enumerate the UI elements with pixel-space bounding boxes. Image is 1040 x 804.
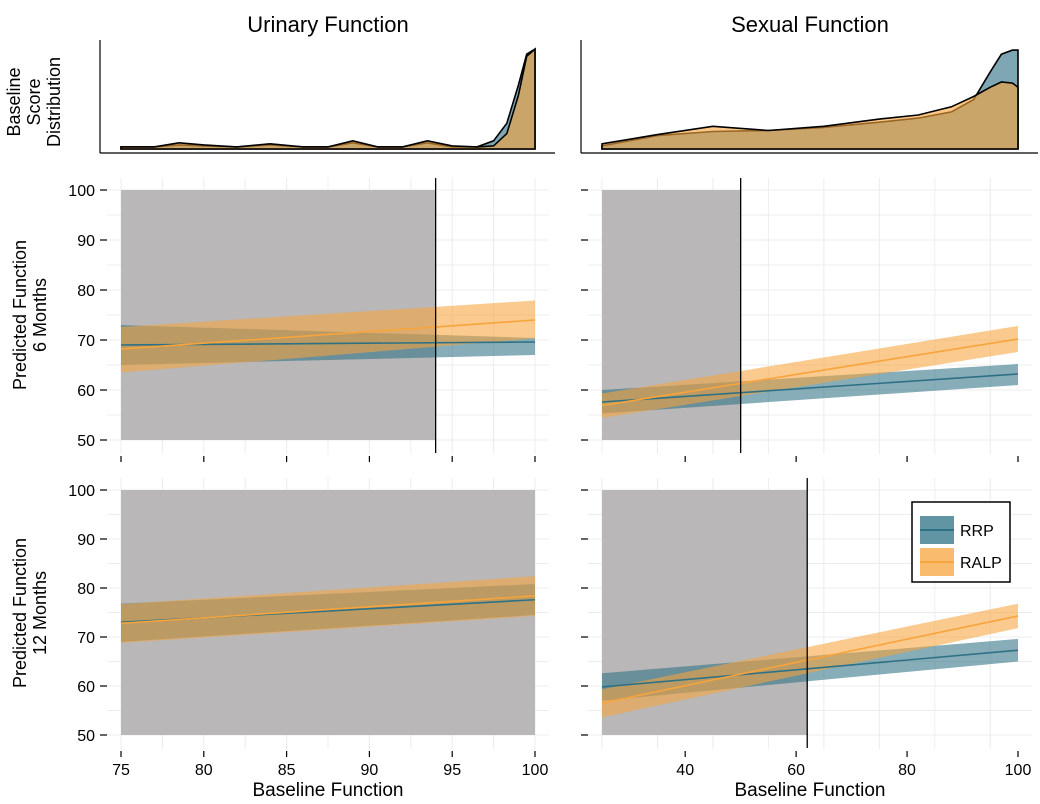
x-tick-label: 80 bbox=[195, 762, 213, 779]
axis-ticks: 40 60 80 100 bbox=[581, 489, 1032, 779]
x-tick-label: 95 bbox=[443, 762, 461, 779]
distribution-panel-urinary bbox=[99, 40, 555, 154]
series-line-rrp bbox=[601, 373, 1019, 403]
x-axis-label-urinary: Baseline Function bbox=[252, 780, 403, 801]
confidence-band-ralp bbox=[121, 300, 535, 373]
x-tick-label: 100 bbox=[522, 762, 549, 779]
prediction-panel-urinary-12m: 50 60 70 80 90 100 75 80 85 90 95 100 bbox=[68, 478, 549, 779]
density-area-ralp bbox=[601, 81, 1019, 150]
x-axis-label-sexual: Baseline Function bbox=[734, 780, 885, 801]
series-line-ralp bbox=[120, 595, 536, 625]
x-tick-label: 40 bbox=[676, 762, 694, 779]
prediction-panel-sexual-6m bbox=[581, 178, 1032, 462]
y-tick-label: 50 bbox=[77, 433, 95, 450]
density-area-rrp bbox=[120, 47, 536, 150]
col-title-urinary: Urinary Function bbox=[247, 12, 408, 37]
row-label-distribution-line1: Baseline bbox=[4, 67, 24, 136]
y-tick-label: 80 bbox=[77, 581, 95, 598]
y-tick-label: 60 bbox=[77, 383, 95, 400]
prediction-panel-urinary-6m: 50 60 70 80 90 100 bbox=[68, 178, 549, 462]
y-tick-label: 90 bbox=[77, 532, 95, 549]
density-area-ralp bbox=[120, 47, 536, 150]
row-label-12-months-line1: Predicted Function bbox=[10, 538, 30, 688]
col-title-sexual: Sexual Function bbox=[731, 12, 889, 37]
x-tick-label: 90 bbox=[361, 762, 379, 779]
row-label-distribution-line2: Score bbox=[24, 78, 44, 125]
row-label-6-months-line2: 6 Months bbox=[30, 278, 50, 352]
row-label-distribution: Baseline Score Distribution bbox=[4, 57, 64, 147]
row-label-12-months-line2: 12 Months bbox=[30, 571, 50, 655]
x-tick-label: 100 bbox=[1005, 762, 1032, 779]
legend-label-ralp: RALP bbox=[960, 555, 1002, 572]
series-line-ralp bbox=[120, 319, 536, 350]
distribution-panel-sexual bbox=[580, 40, 1038, 154]
row-label-6-months: Predicted Function 6 Months bbox=[10, 240, 50, 390]
axis-ticks: 50 60 70 80 90 100 bbox=[68, 183, 536, 462]
y-tick-label: 70 bbox=[77, 333, 95, 350]
row-label-distribution-line3: Distribution bbox=[44, 57, 64, 147]
legend: RRP RALP bbox=[911, 501, 1011, 583]
series-line-rrp bbox=[601, 649, 1019, 688]
confidence-band-ralp bbox=[602, 603, 1018, 718]
axis-ticks: 50 60 70 80 90 100 75 80 85 90 95 100 bbox=[68, 483, 548, 779]
y-tick-label: 100 bbox=[68, 183, 95, 200]
series-line-ralp bbox=[601, 615, 1019, 704]
x-tick-label: 60 bbox=[787, 762, 805, 779]
x-tick-label: 75 bbox=[112, 762, 130, 779]
y-tick-label: 70 bbox=[77, 630, 95, 647]
x-tick-label: 85 bbox=[278, 762, 296, 779]
legend-label-rrp: RRP bbox=[960, 523, 994, 540]
y-tick-label: 100 bbox=[68, 483, 95, 500]
series-line-ralp bbox=[601, 338, 1019, 407]
y-tick-label: 60 bbox=[77, 679, 95, 696]
row-label-12-months: Predicted Function 12 Months bbox=[10, 538, 50, 688]
axis-ticks bbox=[581, 189, 1019, 462]
row-label-6-months-line1: Predicted Function bbox=[10, 240, 30, 390]
x-tick-label: 80 bbox=[898, 762, 916, 779]
y-tick-label: 80 bbox=[77, 283, 95, 300]
y-tick-label: 90 bbox=[77, 233, 95, 250]
y-tick-label: 50 bbox=[77, 728, 95, 745]
prediction-panel-sexual-12m: 40 60 80 100 RRP RALP bbox=[581, 478, 1032, 779]
